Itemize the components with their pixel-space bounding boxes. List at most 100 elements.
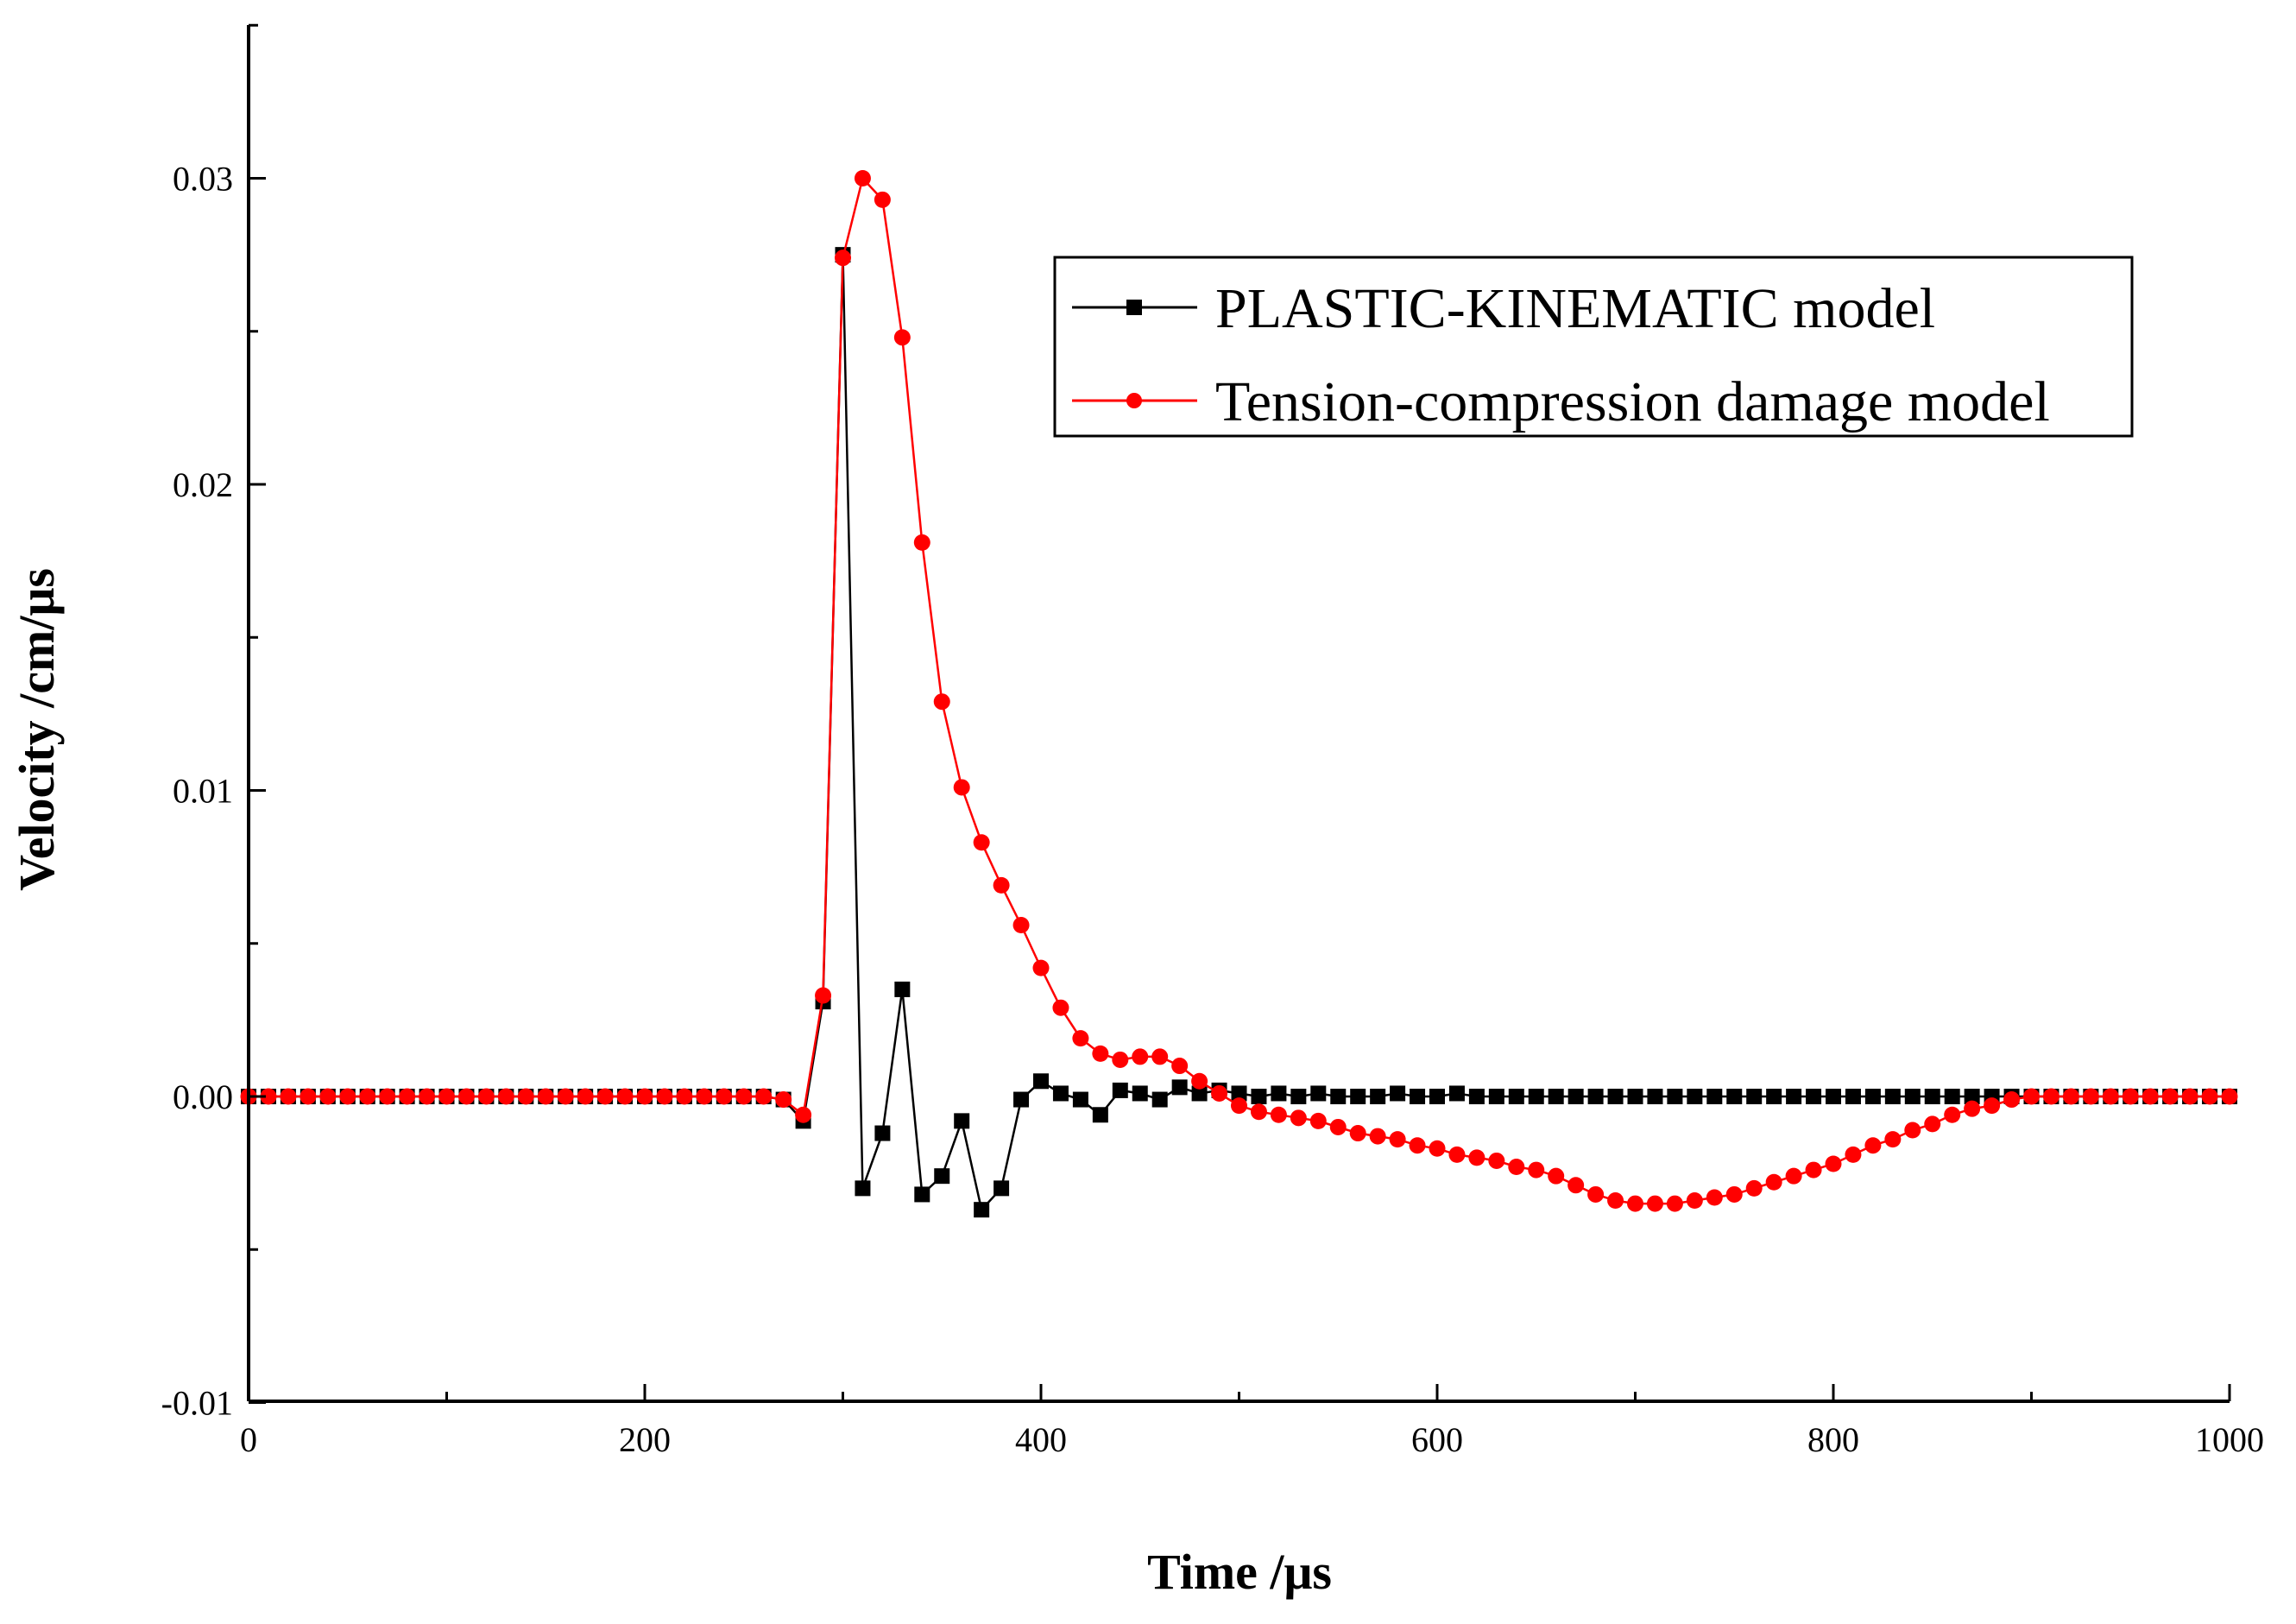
legend-marker-plastic xyxy=(1126,300,1142,315)
data-point xyxy=(893,329,911,346)
data-point xyxy=(1012,916,1030,933)
data-point xyxy=(1112,1082,1128,1098)
data-point xyxy=(636,1088,653,1105)
data-point xyxy=(1805,1161,1822,1179)
data-point xyxy=(1508,1089,1524,1104)
data-point xyxy=(1330,1089,1347,1104)
data-point xyxy=(1964,1089,1980,1104)
data-point xyxy=(517,1088,534,1105)
data-point xyxy=(1826,1089,1841,1104)
data-point xyxy=(1052,999,1069,1016)
data-point xyxy=(1924,1089,1940,1104)
data-point xyxy=(913,534,930,551)
data-point xyxy=(1171,1079,1188,1096)
legend-label-tension: Tension-compression damage model xyxy=(1215,370,2050,433)
data-point xyxy=(1191,1085,1208,1102)
data-point xyxy=(676,1088,693,1105)
data-point xyxy=(1765,1173,1782,1191)
data-point xyxy=(1766,1089,1782,1104)
data-point xyxy=(1904,1122,1921,1139)
data-point xyxy=(1944,1106,1961,1123)
legend-box xyxy=(1053,256,2134,438)
x-ticks: 0 200 400 600 800 1000 xyxy=(240,1384,2264,1459)
data-point xyxy=(1548,1089,1564,1104)
y-tick-label: 0.01 xyxy=(173,772,233,811)
data-point xyxy=(2023,1088,2040,1105)
data-point xyxy=(1231,1097,1247,1115)
data-point xyxy=(1825,1155,1842,1172)
data-point xyxy=(1032,959,1050,976)
data-point xyxy=(874,1125,891,1141)
data-point xyxy=(1746,1089,1763,1104)
data-point xyxy=(1964,1100,1981,1117)
data-point xyxy=(477,1088,495,1105)
data-point xyxy=(993,876,1010,894)
data-point xyxy=(974,1202,990,1218)
data-point xyxy=(1508,1159,1525,1176)
data-point xyxy=(457,1088,475,1105)
data-point xyxy=(1191,1072,1208,1090)
data-point xyxy=(2141,1088,2159,1105)
data-point xyxy=(1410,1089,1426,1104)
data-point xyxy=(2122,1088,2139,1105)
data-point xyxy=(1488,1089,1504,1104)
data-point xyxy=(993,1180,1010,1197)
data-point xyxy=(755,1088,773,1105)
data-point xyxy=(1132,1085,1148,1102)
data-point xyxy=(1389,1131,1406,1148)
data-point xyxy=(1092,1045,1109,1062)
data-point xyxy=(1092,1107,1108,1123)
data-point xyxy=(1409,1137,1426,1154)
data-point xyxy=(1250,1103,1267,1121)
data-point xyxy=(1607,1192,1624,1210)
data-point xyxy=(260,1088,277,1105)
data-point xyxy=(1686,1192,1703,1210)
data-point xyxy=(438,1088,455,1105)
data-point xyxy=(1786,1089,1802,1104)
data-point xyxy=(1725,1185,1743,1203)
y-tick-label: 0.00 xyxy=(173,1077,233,1116)
data-point xyxy=(1072,1030,1089,1047)
data-point xyxy=(497,1088,514,1105)
data-point xyxy=(2003,1091,2021,1109)
data-point xyxy=(954,1113,970,1129)
data-point xyxy=(894,981,911,997)
y-tick-label: 0.02 xyxy=(173,465,233,504)
legend-marker-tension xyxy=(1126,393,1142,408)
data-point xyxy=(1309,1112,1327,1129)
data-point xyxy=(696,1088,713,1105)
data-point xyxy=(1726,1089,1743,1104)
data-point xyxy=(2042,1088,2059,1105)
data-point xyxy=(1171,1058,1189,1075)
data-point xyxy=(795,1106,812,1123)
y-tick-label: 0.03 xyxy=(173,160,233,199)
data-point xyxy=(914,1186,930,1203)
data-point xyxy=(735,1088,753,1105)
data-point xyxy=(656,1088,673,1105)
data-point xyxy=(1904,1089,1921,1104)
data-point xyxy=(2082,1088,2099,1105)
data-point xyxy=(2161,1088,2179,1105)
data-point xyxy=(379,1088,396,1105)
data-point xyxy=(339,1088,356,1105)
data-point xyxy=(1567,1177,1585,1194)
data-point xyxy=(359,1088,376,1105)
data-point xyxy=(1548,1167,1565,1185)
data-point xyxy=(2221,1088,2238,1105)
data-point xyxy=(1706,1089,1723,1104)
data-point xyxy=(1667,1089,1683,1104)
data-point xyxy=(2102,1088,2119,1105)
data-point xyxy=(1448,1146,1466,1163)
data-point xyxy=(1627,1195,1643,1212)
data-point xyxy=(1864,1137,1882,1154)
x-tick-label: 400 xyxy=(1015,1420,1067,1459)
data-point xyxy=(1884,1089,1901,1104)
data-point xyxy=(1587,1089,1604,1104)
data-point xyxy=(1944,1089,1960,1104)
data-point xyxy=(1806,1089,1822,1104)
data-point xyxy=(1785,1167,1802,1185)
data-point xyxy=(934,1168,950,1185)
y-tick-label: -0.01 xyxy=(161,1384,233,1423)
data-point xyxy=(319,1088,337,1105)
